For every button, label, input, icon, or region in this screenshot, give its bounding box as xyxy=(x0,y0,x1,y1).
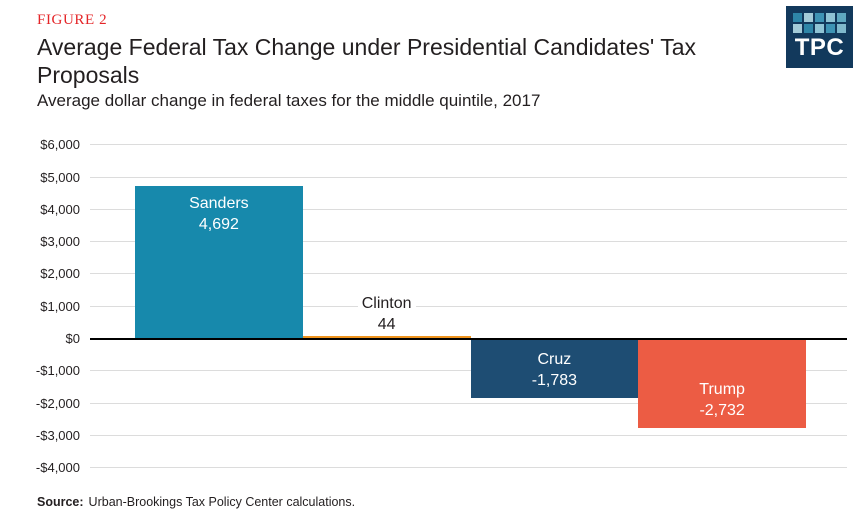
bar-value-label: -2,732 xyxy=(699,402,745,420)
gridline xyxy=(90,306,847,307)
y-axis-tick-label: $0 xyxy=(65,331,80,346)
gridline xyxy=(90,403,847,404)
y-axis-tick-label: $4,000 xyxy=(40,202,80,217)
logo-square xyxy=(804,24,813,33)
page-subtitle: Average dollar change in federal taxes f… xyxy=(37,91,541,110)
bar-label-clinton: Clinton 44 xyxy=(303,293,471,335)
zero-axis-line xyxy=(90,338,847,340)
source-text: Urban-Brookings Tax Policy Center calcul… xyxy=(88,495,356,509)
gridline xyxy=(90,144,847,145)
y-axis-tick-label: -$1,000 xyxy=(35,363,80,378)
bar-value-label: -1,783 xyxy=(531,371,578,389)
y-axis-tick-label: $3,000 xyxy=(40,234,80,249)
logo-square xyxy=(837,24,846,33)
y-axis-tick-label: $1,000 xyxy=(40,299,80,314)
y-axis-tick-label: $5,000 xyxy=(40,170,80,185)
y-axis-tick-label: -$2,000 xyxy=(35,396,80,411)
y-axis-tick-label: -$4,000 xyxy=(35,460,80,475)
bar-name-label: Sanders xyxy=(189,195,249,213)
tpc-logo: TPC xyxy=(786,6,853,68)
gridline xyxy=(90,177,847,178)
gridline xyxy=(90,273,847,274)
logo-square xyxy=(815,13,824,22)
logo-grid-icon xyxy=(793,13,846,33)
logo-text: TPC xyxy=(794,34,845,61)
gridline xyxy=(90,241,847,242)
bar-value-label: 44 xyxy=(373,314,400,335)
gridline xyxy=(90,435,847,436)
gridline xyxy=(90,467,847,468)
logo-square xyxy=(826,13,835,22)
bar-name-label: Trump xyxy=(699,381,745,399)
bar-label-sanders: Sanders 4,692 xyxy=(135,193,303,235)
gridline xyxy=(90,209,847,210)
bar-sanders xyxy=(135,186,303,338)
bar-name-label: Cruz xyxy=(537,350,572,368)
bar-label-trump: Trump -2,732 xyxy=(638,379,806,421)
page-title: Average Federal Tax Change under Preside… xyxy=(37,34,697,88)
y-axis-tick-label: $2,000 xyxy=(40,266,80,281)
bar-label-cruz: Cruz -1,783 xyxy=(471,349,639,391)
bar-clinton xyxy=(302,336,471,338)
figure-label: FIGURE 2 xyxy=(37,12,108,28)
bar-name-label: Clinton xyxy=(357,293,416,314)
logo-square xyxy=(804,13,813,22)
bar-value-label: 4,692 xyxy=(198,216,239,234)
y-axis-tick-label: $6,000 xyxy=(40,137,80,152)
source-label: Source: xyxy=(37,495,84,509)
bar-cruz xyxy=(470,340,639,398)
logo-square xyxy=(837,13,846,22)
logo-square xyxy=(793,24,802,33)
y-axis-tick-label: -$3,000 xyxy=(35,428,80,443)
logo-square xyxy=(815,24,824,33)
gridline xyxy=(90,370,847,371)
logo-square xyxy=(793,13,802,22)
bar-trump xyxy=(638,340,806,429)
source-note: Source: Urban-Brookings Tax Policy Center… xyxy=(37,495,355,509)
logo-square xyxy=(826,24,835,33)
